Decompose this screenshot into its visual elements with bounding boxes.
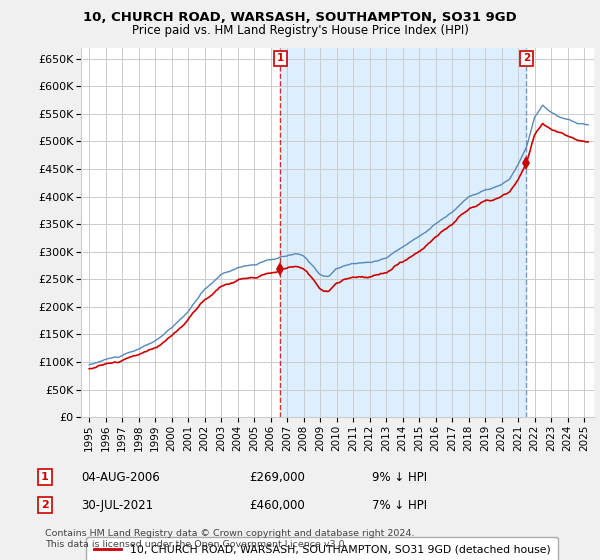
Text: 1: 1 bbox=[277, 53, 284, 63]
Text: 2: 2 bbox=[523, 53, 530, 63]
Text: 1: 1 bbox=[41, 472, 49, 482]
Text: 10, CHURCH ROAD, WARSASH, SOUTHAMPTON, SO31 9GD: 10, CHURCH ROAD, WARSASH, SOUTHAMPTON, S… bbox=[83, 11, 517, 24]
Bar bbox=[280, 48, 526, 417]
Text: £269,000: £269,000 bbox=[249, 470, 305, 484]
Text: 30-JUL-2021: 30-JUL-2021 bbox=[81, 498, 153, 512]
Text: 7% ↓ HPI: 7% ↓ HPI bbox=[372, 498, 427, 512]
Text: £460,000: £460,000 bbox=[249, 498, 305, 512]
Legend: 10, CHURCH ROAD, WARSASH, SOUTHAMPTON, SO31 9GD (detached house), HPI: Average p: 10, CHURCH ROAD, WARSASH, SOUTHAMPTON, S… bbox=[86, 537, 558, 560]
Text: 2: 2 bbox=[41, 500, 49, 510]
Text: Price paid vs. HM Land Registry's House Price Index (HPI): Price paid vs. HM Land Registry's House … bbox=[131, 24, 469, 37]
Text: 9% ↓ HPI: 9% ↓ HPI bbox=[372, 470, 427, 484]
Text: Contains HM Land Registry data © Crown copyright and database right 2024.
This d: Contains HM Land Registry data © Crown c… bbox=[45, 529, 415, 549]
Text: 04-AUG-2006: 04-AUG-2006 bbox=[81, 470, 160, 484]
